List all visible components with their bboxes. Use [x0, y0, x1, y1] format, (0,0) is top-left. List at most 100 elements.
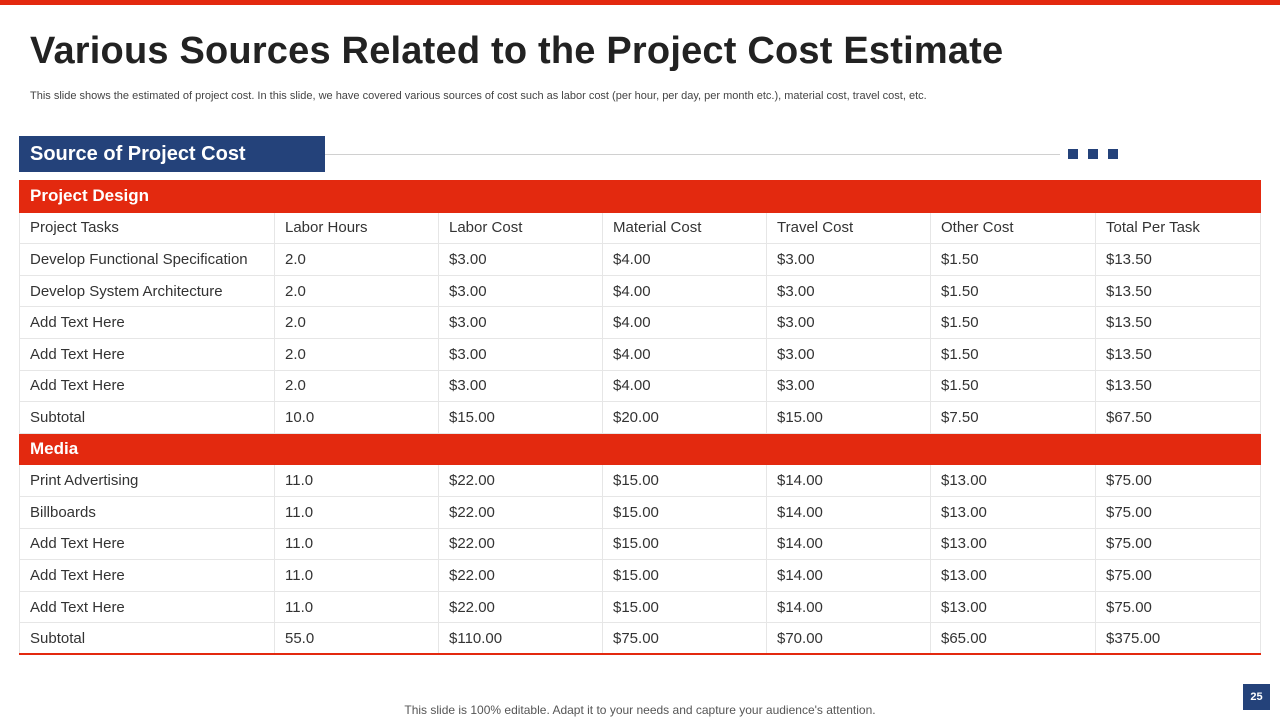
table-row: Print Advertising 11.0 $22.00 $15.00 $14.00 $…	[19, 464, 1262, 497]
table-cell: $4.00	[602, 306, 767, 339]
table-cell: $75.00	[1094, 495, 1262, 529]
table-cell: $22.00	[438, 527, 603, 561]
top-accent-bar	[0, 0, 1280, 5]
table-cell: $75.00	[1094, 559, 1262, 592]
table-cell: $13.00	[930, 495, 1096, 529]
cost-table: Project Design Project Tasks Labor Hours La…	[18, 180, 1262, 656]
table-cell: $14.00	[766, 590, 931, 624]
table-cell: 2.0	[274, 243, 439, 276]
table-cell: 2.0	[274, 337, 439, 371]
table-cell: $3.00	[438, 369, 603, 403]
table-cell: 11.0	[274, 527, 439, 561]
table-cell: $4.00	[602, 369, 767, 403]
table-cell: Subtotal	[19, 401, 275, 434]
table-row: Billboards 11.0 $22.00 $15.00 $14.00 $13.00 $7…	[19, 495, 1262, 529]
table-cell: $65.00	[930, 622, 1096, 656]
table-cell: $13.50	[1094, 243, 1262, 276]
table-cell: $75.00	[1094, 590, 1262, 624]
table-cell: 11.0	[274, 495, 439, 529]
slide-subtitle: This slide shows the estimated of projec…	[30, 90, 927, 102]
table-cell: Subtotal	[19, 622, 275, 656]
table-cell: $3.00	[766, 243, 931, 276]
table-cell: $3.00	[766, 306, 931, 339]
table-cell: $15.00	[602, 464, 767, 497]
table-cell: $3.00	[438, 337, 603, 371]
table-cell: Add Text Here	[19, 369, 275, 403]
table-cell: $15.00	[602, 527, 767, 561]
decorative-square	[1068, 149, 1078, 159]
table-cell: Print Advertising	[19, 464, 275, 497]
table-cell: Add Text Here	[19, 527, 275, 561]
table-cell: 10.0	[274, 401, 439, 434]
table-cell: Add Text Here	[19, 590, 275, 624]
table-cell: $4.00	[602, 243, 767, 276]
table-cell: $4.00	[602, 274, 767, 308]
table-cell: $3.00	[438, 274, 603, 308]
table-row: Subtotal 55.0 $110.00 $75.00 $70.00 $65.00 $37…	[19, 622, 1262, 656]
decorative-square	[1108, 149, 1118, 159]
table-cell: Develop Functional Specification	[19, 243, 275, 276]
table-cell: $3.00	[766, 369, 931, 403]
table-row: Add Text Here 2.0 $3.00 $4.00 $3.00 $1.50 $13.…	[19, 369, 1262, 403]
table-cell: Total Per Task	[1094, 211, 1262, 245]
table-cell: $13.50	[1094, 274, 1262, 308]
table-cell: Develop System Architecture	[19, 274, 275, 308]
section-divider-line	[325, 154, 1060, 155]
table-cell: $7.50	[930, 401, 1096, 434]
slide-title: Various Sources Related to the Project C…	[30, 30, 1004, 72]
table-cell: $110.00	[438, 622, 603, 656]
group-title: Media	[18, 432, 1262, 466]
table-cell: $1.50	[930, 243, 1096, 276]
table-cell: $15.00	[766, 401, 931, 434]
table-cell: $13.50	[1094, 306, 1262, 339]
table-cell: $22.00	[438, 464, 603, 497]
table-cell: $1.50	[930, 369, 1096, 403]
table-cell: $14.00	[766, 464, 931, 497]
table-cell: Material Cost	[602, 211, 767, 245]
table-cell: $13.00	[930, 527, 1096, 561]
table-cell: $13.50	[1094, 369, 1262, 403]
section-header: Source of Project Cost	[19, 136, 325, 172]
table-cell: $67.50	[1094, 401, 1262, 434]
table-cell: Travel Cost	[766, 211, 931, 245]
table-cell: $75.00	[1094, 464, 1262, 497]
table-row: Develop Functional Specification 2.0 $3.00…	[19, 243, 1262, 276]
table-row: Add Text Here 11.0 $22.00 $15.00 $14.00 $13.0…	[19, 559, 1262, 592]
group-header-row: Media	[18, 432, 1262, 466]
table-cell: $1.50	[930, 306, 1096, 339]
group-header-row: Project Design	[18, 180, 1262, 213]
table-cell: $75.00	[602, 622, 767, 656]
table-cell: $3.00	[438, 243, 603, 276]
table-cell: $3.00	[438, 306, 603, 339]
table-cell: $13.00	[930, 590, 1096, 624]
table-cell: $15.00	[602, 590, 767, 624]
table-cell: Project Tasks	[19, 211, 275, 245]
table-cell: $375.00	[1094, 622, 1262, 656]
table-cell: 11.0	[274, 559, 439, 592]
table-cell: $14.00	[766, 527, 931, 561]
table-cell: $14.00	[766, 495, 931, 529]
table-cell: Add Text Here	[19, 306, 275, 339]
table-cell: $15.00	[438, 401, 603, 434]
table-cell: $13.50	[1094, 337, 1262, 371]
table-cell: $15.00	[602, 559, 767, 592]
table-cell: $22.00	[438, 590, 603, 624]
table-row: Subtotal 10.0 $15.00 $20.00 $15.00 $7.50 $67.5…	[19, 401, 1262, 434]
table-cell: Labor Cost	[438, 211, 603, 245]
table-cell: $22.00	[438, 495, 603, 529]
table-row: Project Tasks Labor Hours Labor Cost Materi…	[19, 211, 1262, 245]
table-row: Add Text Here 11.0 $22.00 $15.00 $14.00 $13.0…	[19, 527, 1262, 561]
table-cell: 2.0	[274, 306, 439, 339]
table-cell: $15.00	[602, 495, 767, 529]
table-cell: $20.00	[602, 401, 767, 434]
table-cell: 11.0	[274, 464, 439, 497]
page-number: 25	[1243, 684, 1270, 710]
table-cell: 11.0	[274, 590, 439, 624]
table-cell: 2.0	[274, 274, 439, 308]
table-cell: Labor Hours	[274, 211, 439, 245]
table-row: Add Text Here 2.0 $3.00 $4.00 $3.00 $1.50 $13.…	[19, 306, 1262, 339]
table-cell: 55.0	[274, 622, 439, 656]
table-cell: Other Cost	[930, 211, 1096, 245]
group-title: Project Design	[18, 180, 1262, 213]
